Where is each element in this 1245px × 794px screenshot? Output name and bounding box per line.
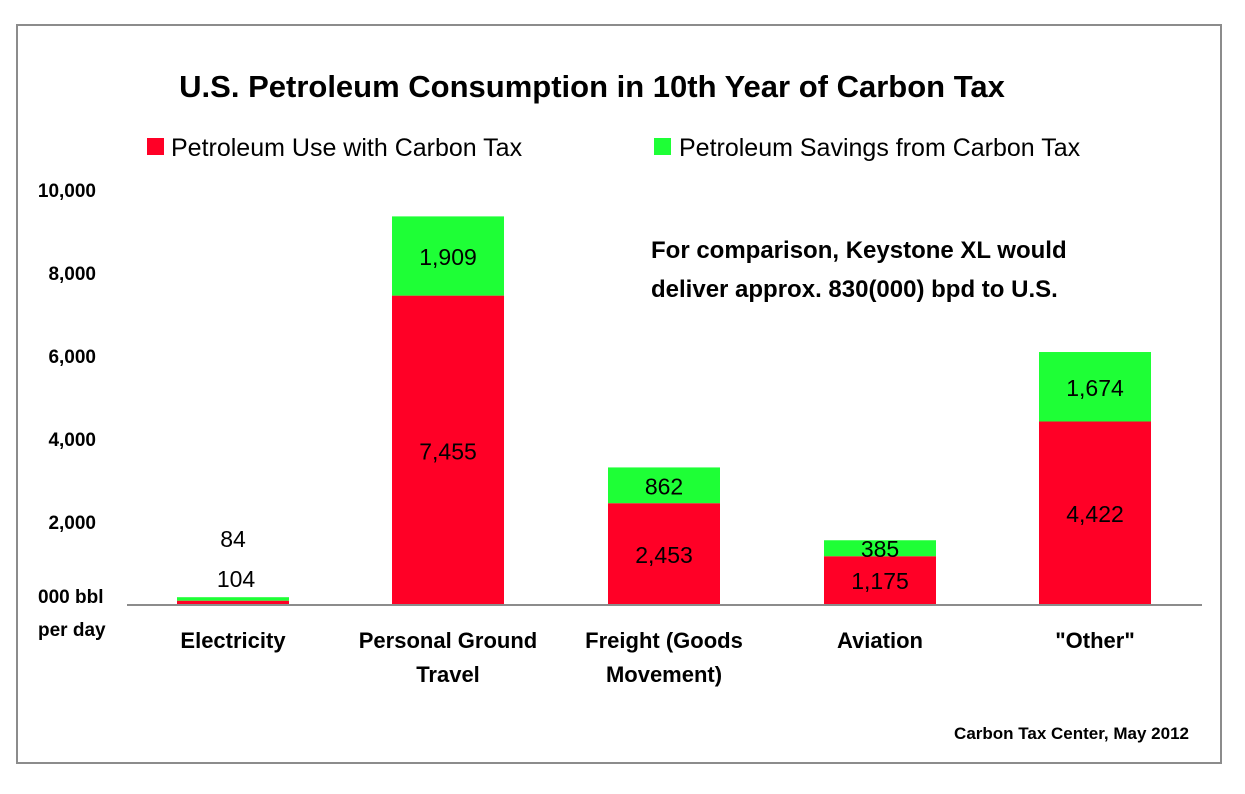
x-category-label: Travel [416,662,480,687]
bar-use [1039,421,1151,605]
x-category-label: Freight (Goods [585,628,743,653]
bar-use [177,600,289,605]
legend-label-savings: Petroleum Savings from Carbon Tax [679,134,1081,162]
y-tick-label: 4,000 [48,430,96,451]
x-category-label: Aviation [837,628,923,653]
y-axis-unit-line-2: per day [38,620,106,641]
x-axis-categories: Electricity Personal Ground Travel Freight … [180,628,1134,687]
bars: 104 84 7,455 1,909 2,453 862 1,175 385 4,422 1,67… [177,216,1151,605]
data-label-savings: 1,674 [1066,375,1124,401]
y-tick-label: 8,000 [48,264,96,285]
source-note: Carbon Tax Center, May 2012 [954,724,1189,743]
y-axis-ticks: 10,000 8,000 6,000 4,000 2,000 [38,181,96,534]
bar-savings [392,216,504,296]
x-category-label: Electricity [180,628,286,653]
bar-use [824,556,936,605]
annotation-line-1: For comparison, Keystone XL would [651,237,1067,264]
annotation-line-2: deliver approx. 830(000) bpd to U.S. [651,276,1058,303]
data-label-savings: 84 [220,526,246,552]
bar-use [392,295,504,605]
data-label-use: 7,455 [419,438,477,464]
data-label-savings: 1,909 [419,244,477,270]
data-label-savings: 862 [645,473,683,499]
legend-label-use: Petroleum Use with Carbon Tax [171,134,523,162]
data-label-use: 104 [217,566,256,592]
x-category-label: Personal Ground [359,628,537,653]
chart-title: U.S. Petroleum Consumption in 10th Year … [179,69,1005,104]
bar-use [608,503,720,605]
data-label-use: 2,453 [635,542,693,568]
bar-savings [824,540,936,557]
data-label-use: 4,422 [1066,501,1124,527]
chart-frame [16,24,1222,764]
legend-swatch-savings [654,138,671,155]
y-tick-label: 2,000 [48,513,96,534]
x-category-label: "Other" [1055,628,1135,653]
bar-savings [177,597,289,601]
x-category-label: Movement) [606,662,722,687]
y-tick-label: 10,000 [38,181,96,202]
legend-swatch-use [147,138,164,155]
data-label-use: 1,175 [851,568,909,594]
y-tick-label: 6,000 [48,347,96,368]
y-axis-unit-line-1: 000 bbl [38,587,103,608]
bar-savings [608,467,720,504]
bar-savings [1039,352,1151,422]
data-label-savings: 385 [861,536,899,562]
